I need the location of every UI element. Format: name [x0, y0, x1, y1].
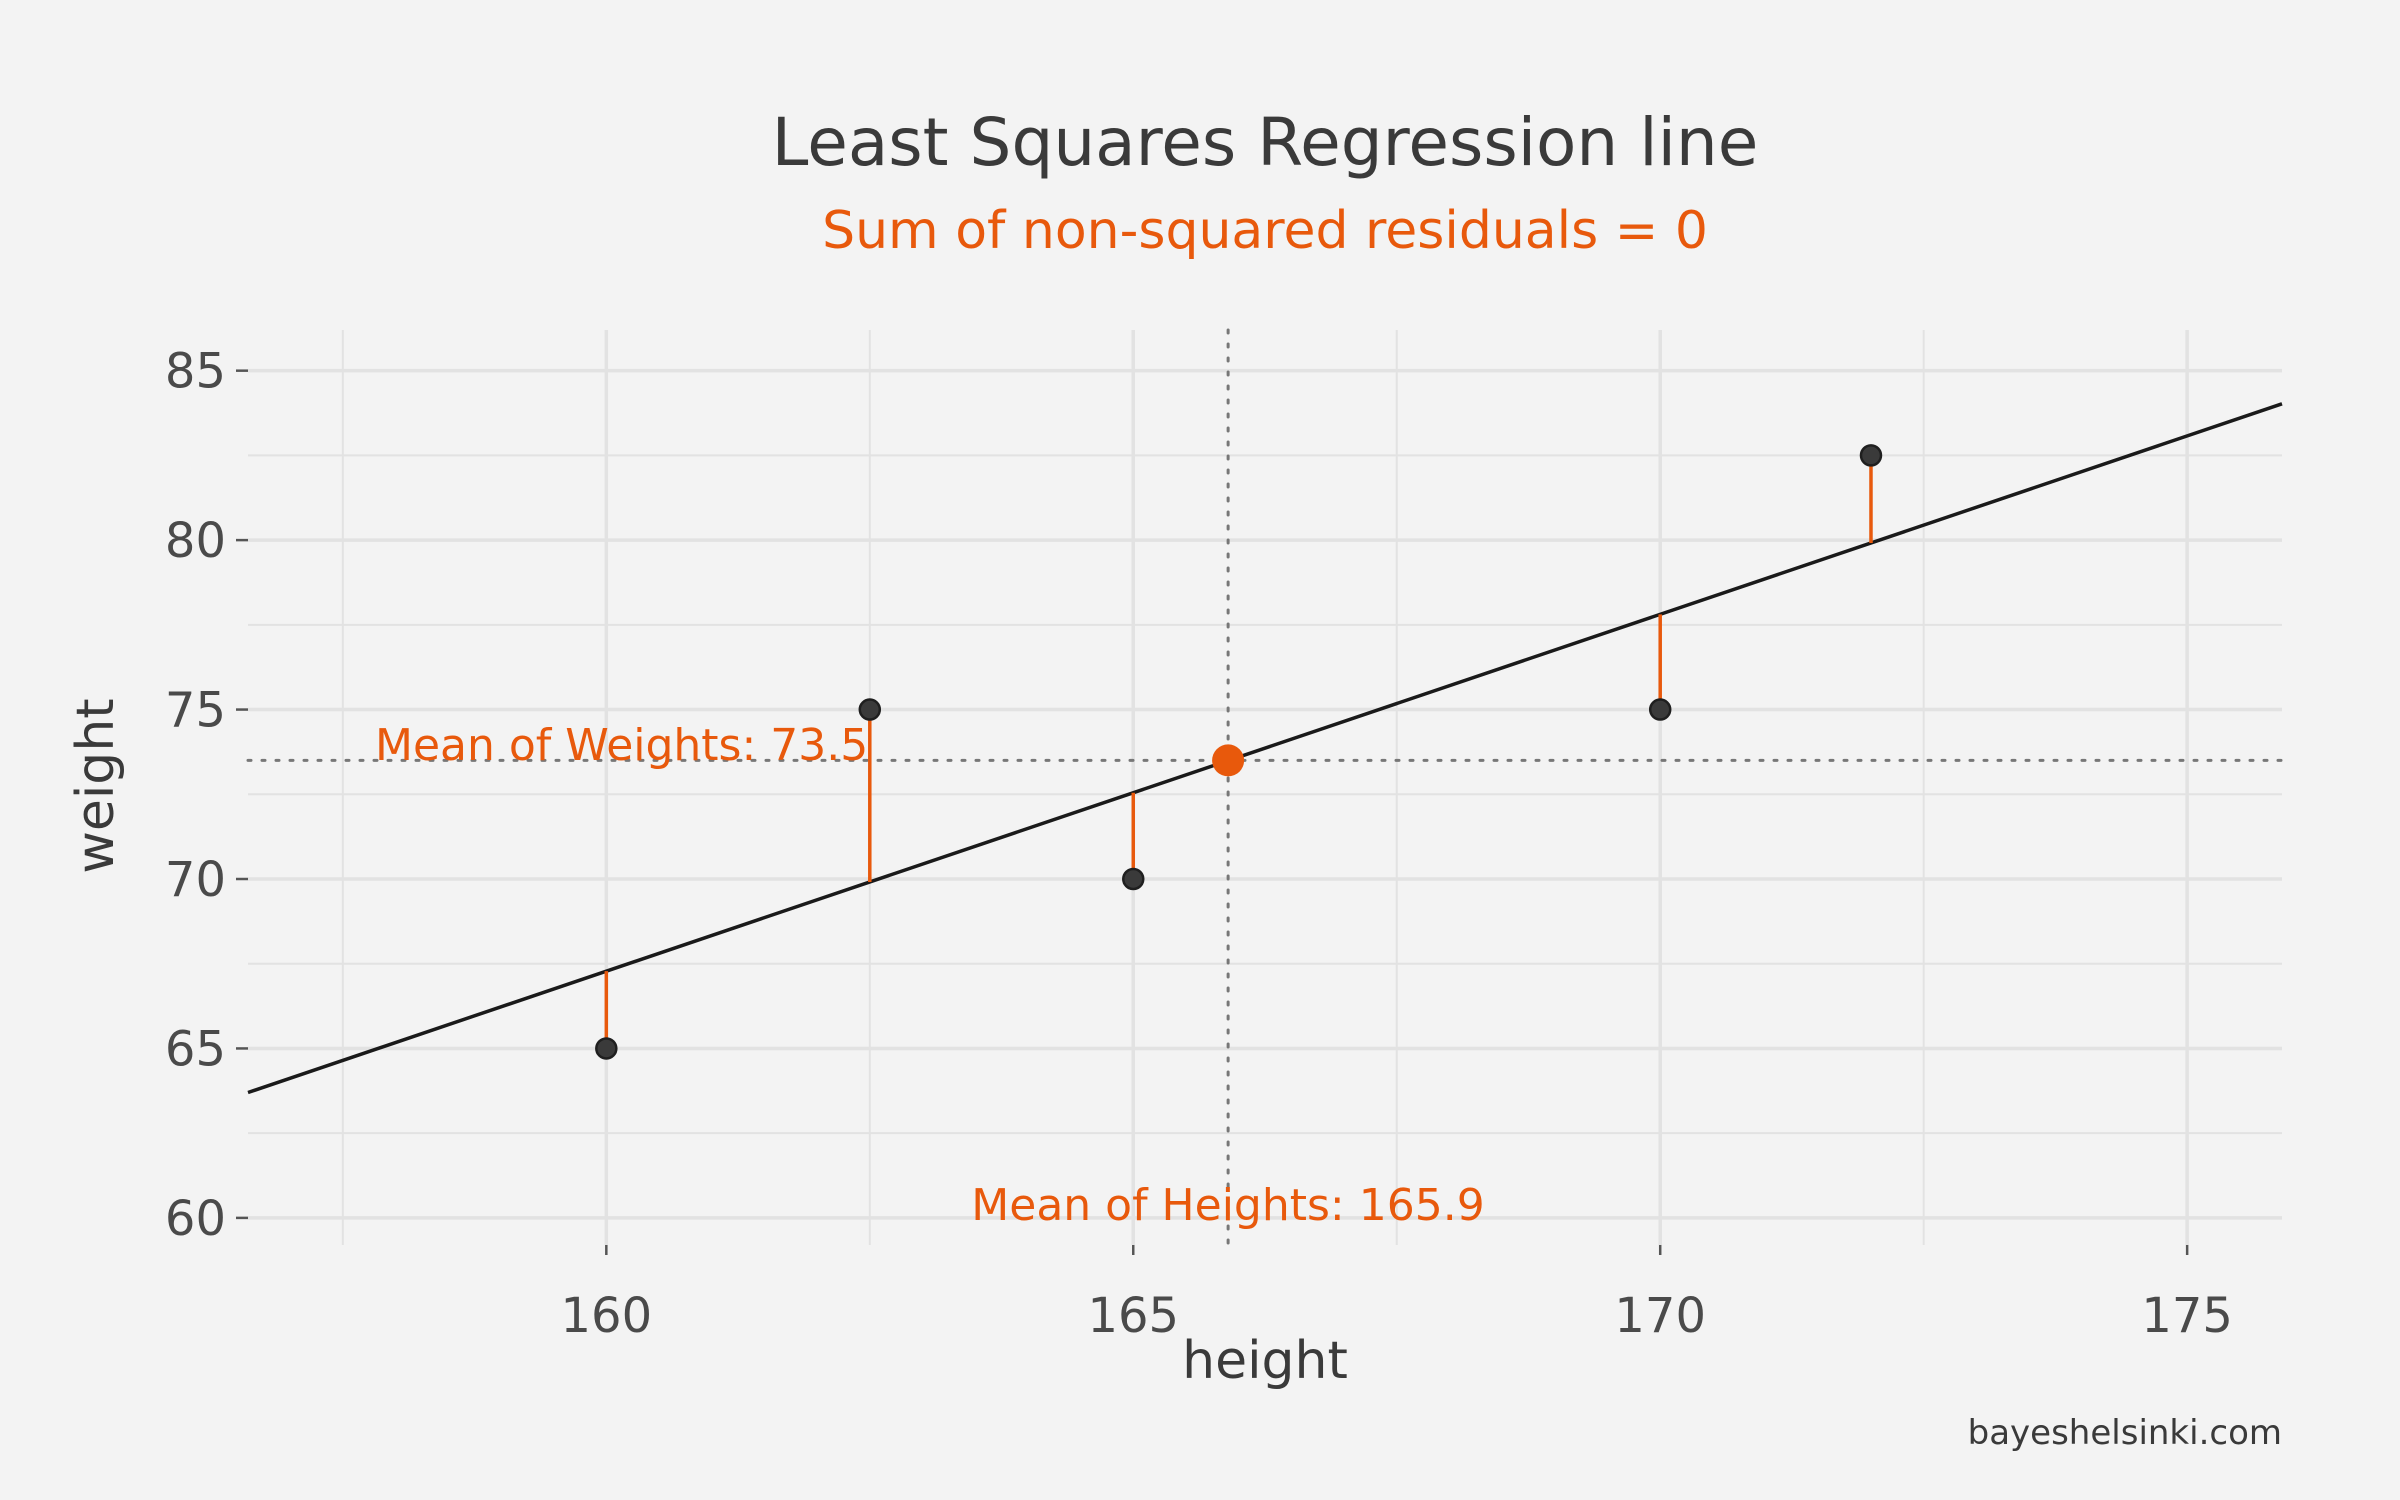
mean-weights-label: Mean of Weights: 73.5 — [375, 720, 868, 771]
data-point — [1859, 444, 1883, 467]
mean-point — [1212, 744, 1245, 777]
y-tick-label: 65 — [165, 1021, 226, 1077]
data-point — [595, 1037, 618, 1060]
y-tick-label: 75 — [165, 683, 226, 739]
y-tick-label: 80 — [165, 513, 226, 569]
y-axis-ticks: 60 65 70 75 80 85 — [165, 344, 248, 1247]
points-group — [595, 444, 1883, 1060]
regression-line — [247, 402, 2283, 1095]
grid-major — [248, 330, 2282, 1245]
x-tick-label: 165 — [1087, 1288, 1179, 1344]
x-axis-ticks: 160 165 170 175 — [561, 1245, 2233, 1344]
chart-title: Least Squares Regression line — [772, 104, 1759, 181]
x-axis-label: height — [1182, 1331, 1348, 1391]
x-tick-label: 160 — [561, 1288, 653, 1344]
x-tick-label: 170 — [1614, 1288, 1706, 1344]
mean-heights-label: Mean of Heights: 165.9 — [971, 1180, 1484, 1231]
data-point — [1648, 698, 1672, 721]
residuals-group — [604, 455, 1873, 1049]
caption: bayeshelsinki.com — [1968, 1413, 2282, 1453]
mean-reference-lines — [246, 328, 2284, 1247]
y-tick-label: 85 — [165, 344, 226, 400]
regression-line-group — [247, 402, 2283, 1095]
y-tick-label: 60 — [165, 1191, 226, 1247]
mean-point-group — [1212, 744, 1245, 777]
data-point — [1122, 867, 1145, 891]
chart-subtitle: Sum of non-squared residuals = 0 — [822, 201, 1708, 261]
y-axis-label: weight — [66, 698, 126, 873]
data-point — [858, 698, 882, 721]
y-tick-label: 70 — [165, 852, 226, 908]
x-tick-label: 175 — [2141, 1288, 2233, 1344]
